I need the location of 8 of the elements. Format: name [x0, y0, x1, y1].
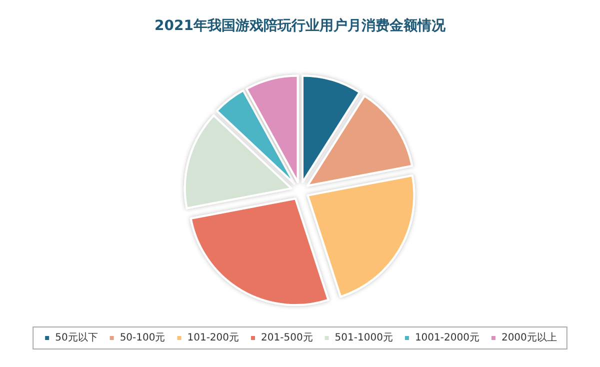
legend-label: 101-200元: [187, 332, 240, 344]
legend-label: 201-500元: [261, 332, 313, 344]
chart-title: 2021年我国游戏陪玩行业用户月消费金额情况: [154, 17, 446, 34]
legend-label: 50元以下: [55, 332, 98, 344]
legend-label: 50-100元: [120, 332, 166, 344]
legend-label: 501-1000元: [334, 332, 393, 344]
legend-label: 2000元以上: [501, 332, 557, 344]
legend-label: 1001-2000元: [414, 332, 480, 344]
